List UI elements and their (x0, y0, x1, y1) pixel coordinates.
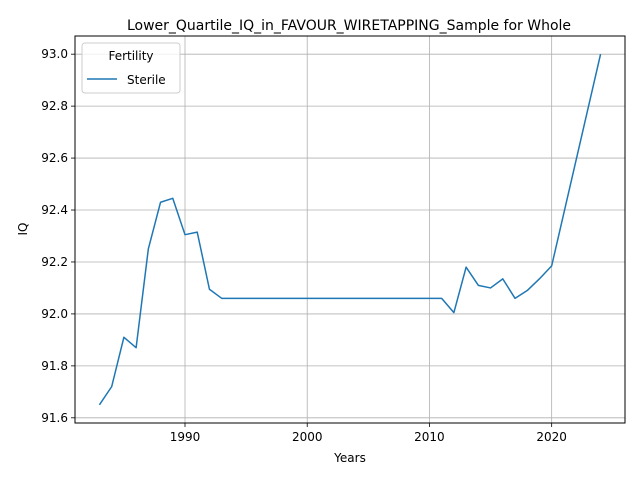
y-axis-label: IQ (16, 223, 30, 236)
legend-title: Fertility (108, 49, 153, 63)
x-tick-label: 2010 (414, 430, 445, 444)
x-tick-label: 2020 (536, 430, 567, 444)
legend: Fertility Sterile (81, 42, 181, 94)
y-tick-label: 92.6 (41, 151, 68, 165)
grid (75, 36, 625, 423)
axis-ticks: 1990 2000 2010 2020 91.6 91.8 92.0 92.2 92.4 92.6… (41, 47, 567, 444)
y-tick-label: 91.6 (41, 411, 68, 425)
y-tick-label: 92.2 (41, 255, 68, 269)
y-tick-label: 92.4 (41, 203, 68, 217)
chart-title: Lower_Quartile_IQ_in_FAVOUR_WIRETAPPING_… (127, 18, 571, 34)
x-tick-label: 1990 (170, 430, 201, 444)
series-layer (98, 54, 602, 406)
legend-box (81, 42, 181, 94)
y-tick-label: 91.8 (41, 359, 68, 373)
series-line-sterile (98, 54, 602, 406)
y-tick-label: 93.0 (41, 47, 68, 61)
x-axis-label: Years (333, 451, 366, 465)
y-tick-label: 92.8 (41, 99, 68, 113)
plot-frame (74, 35, 626, 424)
x-tick-label: 2000 (292, 430, 323, 444)
legend-label-sterile: Sterile (127, 73, 166, 87)
y-tick-label: 92.0 (41, 307, 68, 321)
